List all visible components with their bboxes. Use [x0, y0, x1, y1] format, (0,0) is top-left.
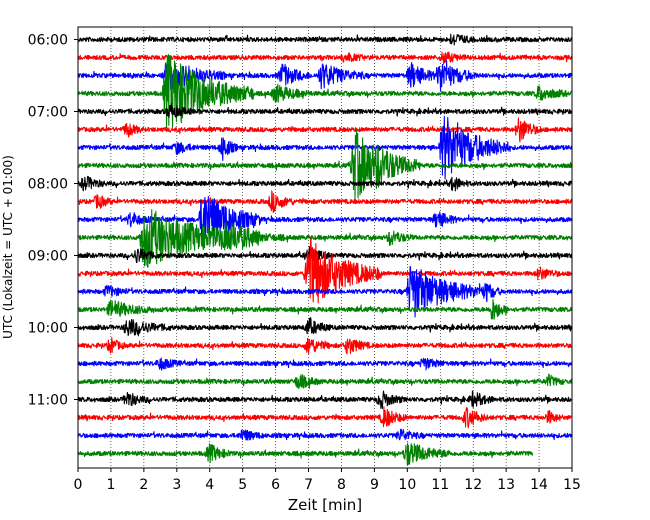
seismic-trace [77, 299, 573, 320]
seismic-trace [77, 130, 573, 202]
y-tick-label: 06:00 [28, 33, 68, 49]
seismic-trace [77, 373, 573, 390]
seismic-trace [77, 54, 573, 129]
y-tick-label: 11:00 [28, 393, 68, 409]
seismic-trace [77, 428, 573, 441]
y-tick-label: 10:00 [28, 321, 68, 337]
y-axis-label: UTC (Lokalzeit = UTC + 01:00) [1, 155, 15, 339]
seismic-trace [77, 117, 573, 143]
seismic-trace [77, 442, 534, 466]
x-tick-label: 4 [205, 477, 214, 493]
x-tick-label: 9 [370, 477, 379, 493]
plot-frame [77, 26, 573, 469]
seismic-trace [77, 103, 573, 119]
x-tick-label: 7 [304, 477, 313, 493]
y-tick-label: 08:00 [28, 177, 68, 193]
x-tick-label: 6 [271, 477, 280, 493]
x-tick-label: 3 [172, 477, 181, 493]
seismic-trace [77, 390, 573, 410]
seismic-trace [77, 406, 573, 429]
seismic-trace [77, 59, 573, 92]
y-tick-label: 09:00 [28, 249, 68, 265]
x-axis: 0 1 2 3 4 5 6 7 8 9 10 11 12 13 14 15 [74, 468, 581, 493]
seismic-trace [77, 237, 573, 304]
seismic-trace [77, 209, 573, 268]
x-tick-label: 11 [431, 477, 449, 493]
seismic-trace [77, 196, 573, 244]
x-tick-label: 13 [497, 477, 515, 493]
x-tick-label: 1 [106, 477, 115, 493]
traces-layer [77, 33, 573, 466]
y-tick-label: 07:00 [28, 105, 68, 121]
x-tick-label: 0 [74, 477, 83, 493]
x-tick-label: 5 [238, 477, 247, 493]
seismic-trace [77, 33, 573, 46]
x-tick-label: 15 [563, 477, 581, 493]
x-tick-label: 2 [139, 477, 148, 493]
seismic-trace [77, 51, 573, 65]
seismic-trace [77, 175, 573, 192]
seismic-trace [77, 357, 573, 371]
x-tick-label: 8 [337, 477, 346, 493]
seismic-trace [77, 115, 573, 180]
seismic-trace [77, 337, 573, 355]
x-tick-label: 14 [530, 477, 548, 493]
seismic-trace [77, 265, 573, 318]
x-tick-label: 12 [464, 477, 482, 493]
seismic-trace [77, 317, 573, 337]
seismic-trace [77, 190, 573, 214]
x-axis-label: Zeit [min] [288, 496, 362, 514]
y-axis: 06:00 07:00 08:00 09:00 10:00 11:00 [28, 33, 78, 409]
x-tick-label: 10 [398, 477, 416, 493]
